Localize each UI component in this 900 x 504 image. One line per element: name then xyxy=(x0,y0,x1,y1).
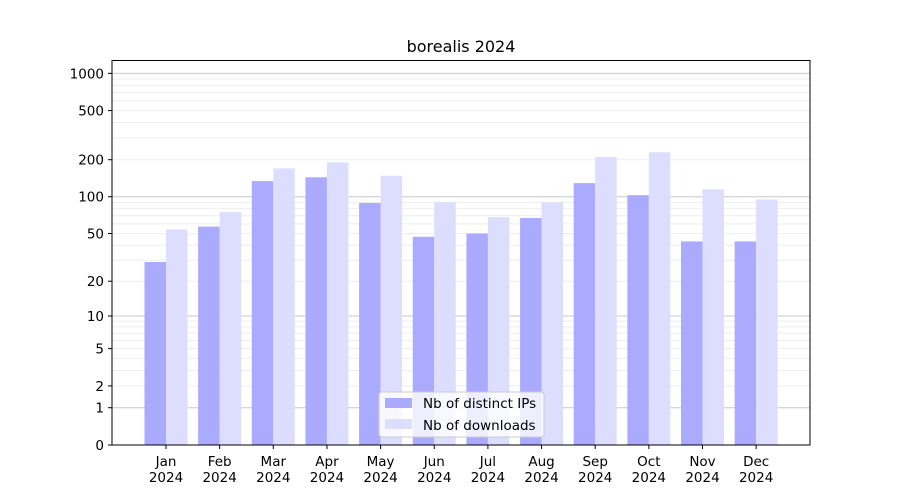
bar-distinct-ips xyxy=(359,202,381,445)
y-tick-label: 1 xyxy=(95,401,104,417)
bar-downloads xyxy=(219,212,242,445)
x-tick-label: Jul 2024 xyxy=(471,454,505,486)
x-tick-label: May 2024 xyxy=(363,454,397,486)
x-tick-label: Aug 2024 xyxy=(524,454,558,486)
bars xyxy=(144,152,778,446)
x-axis: Jan 2024 Feb 2024 Mar 2024 Apr 2024 May 2024 Jun 20… xyxy=(149,445,773,486)
bar-distinct-ips xyxy=(734,241,757,445)
x-tick-label: Apr 2024 xyxy=(310,454,344,486)
x-tick-label: Jan 2024 xyxy=(149,454,183,486)
y-tick-label: 1000 xyxy=(70,66,104,82)
bar-downloads xyxy=(595,157,617,445)
bar-downloads xyxy=(487,217,510,445)
legend-frame xyxy=(378,391,545,438)
bar-downloads xyxy=(756,199,778,445)
plot-frame xyxy=(111,60,811,446)
bar-distinct-ips xyxy=(198,226,220,445)
y-tick-label: 5 xyxy=(95,342,104,358)
bar-downloads xyxy=(434,202,456,445)
legend-swatch-distinct-ips xyxy=(385,398,412,408)
y-axis: 0 1 2 5 10 20 50 100 200 500 1000 xyxy=(70,66,112,454)
legend-label-downloads: Nb of downloads xyxy=(423,418,536,434)
y-tick-label: 0 xyxy=(95,438,104,454)
x-tick-label: Sep 2024 xyxy=(578,454,612,486)
bar-distinct-ips xyxy=(681,241,703,445)
bar-distinct-ips xyxy=(573,183,596,445)
y-tick-label: 200 xyxy=(78,153,104,169)
x-tick-label: Feb 2024 xyxy=(202,454,236,486)
y-tick-label: 500 xyxy=(78,104,104,120)
y-tick-label: 10 xyxy=(87,309,104,325)
y-tick-label: 100 xyxy=(78,190,104,206)
legend: Nb of distinct IPs Nb of downloads xyxy=(378,391,545,438)
chart-title: borealis 2024 xyxy=(407,37,516,56)
x-tick-label: Jun 2024 xyxy=(417,454,451,486)
bar-distinct-ips xyxy=(251,181,274,445)
y-tick-label: 50 xyxy=(87,226,104,242)
bar-downloads xyxy=(273,168,295,446)
bar-downloads xyxy=(380,175,403,446)
bar-distinct-ips xyxy=(520,218,542,445)
bar-distinct-ips xyxy=(144,262,166,445)
bar-distinct-ips xyxy=(627,195,649,445)
bar-distinct-ips xyxy=(305,177,327,445)
x-tick-label: Oct 2024 xyxy=(632,454,666,486)
bar-downloads xyxy=(326,162,349,445)
x-tick-label: Nov 2024 xyxy=(685,454,719,486)
bar-downloads xyxy=(648,152,671,445)
bar-downloads xyxy=(541,202,564,445)
x-tick-label: Mar 2024 xyxy=(256,454,290,486)
y-tick-label: 20 xyxy=(87,274,104,290)
legend-label-distinct-ips: Nb of distinct IPs xyxy=(423,396,536,412)
bar-downloads xyxy=(166,229,188,445)
x-tick-label: Dec 2024 xyxy=(739,454,773,486)
legend-swatch-downloads xyxy=(385,419,412,429)
bar-downloads xyxy=(702,189,724,445)
y-tick-label: 2 xyxy=(95,379,104,395)
